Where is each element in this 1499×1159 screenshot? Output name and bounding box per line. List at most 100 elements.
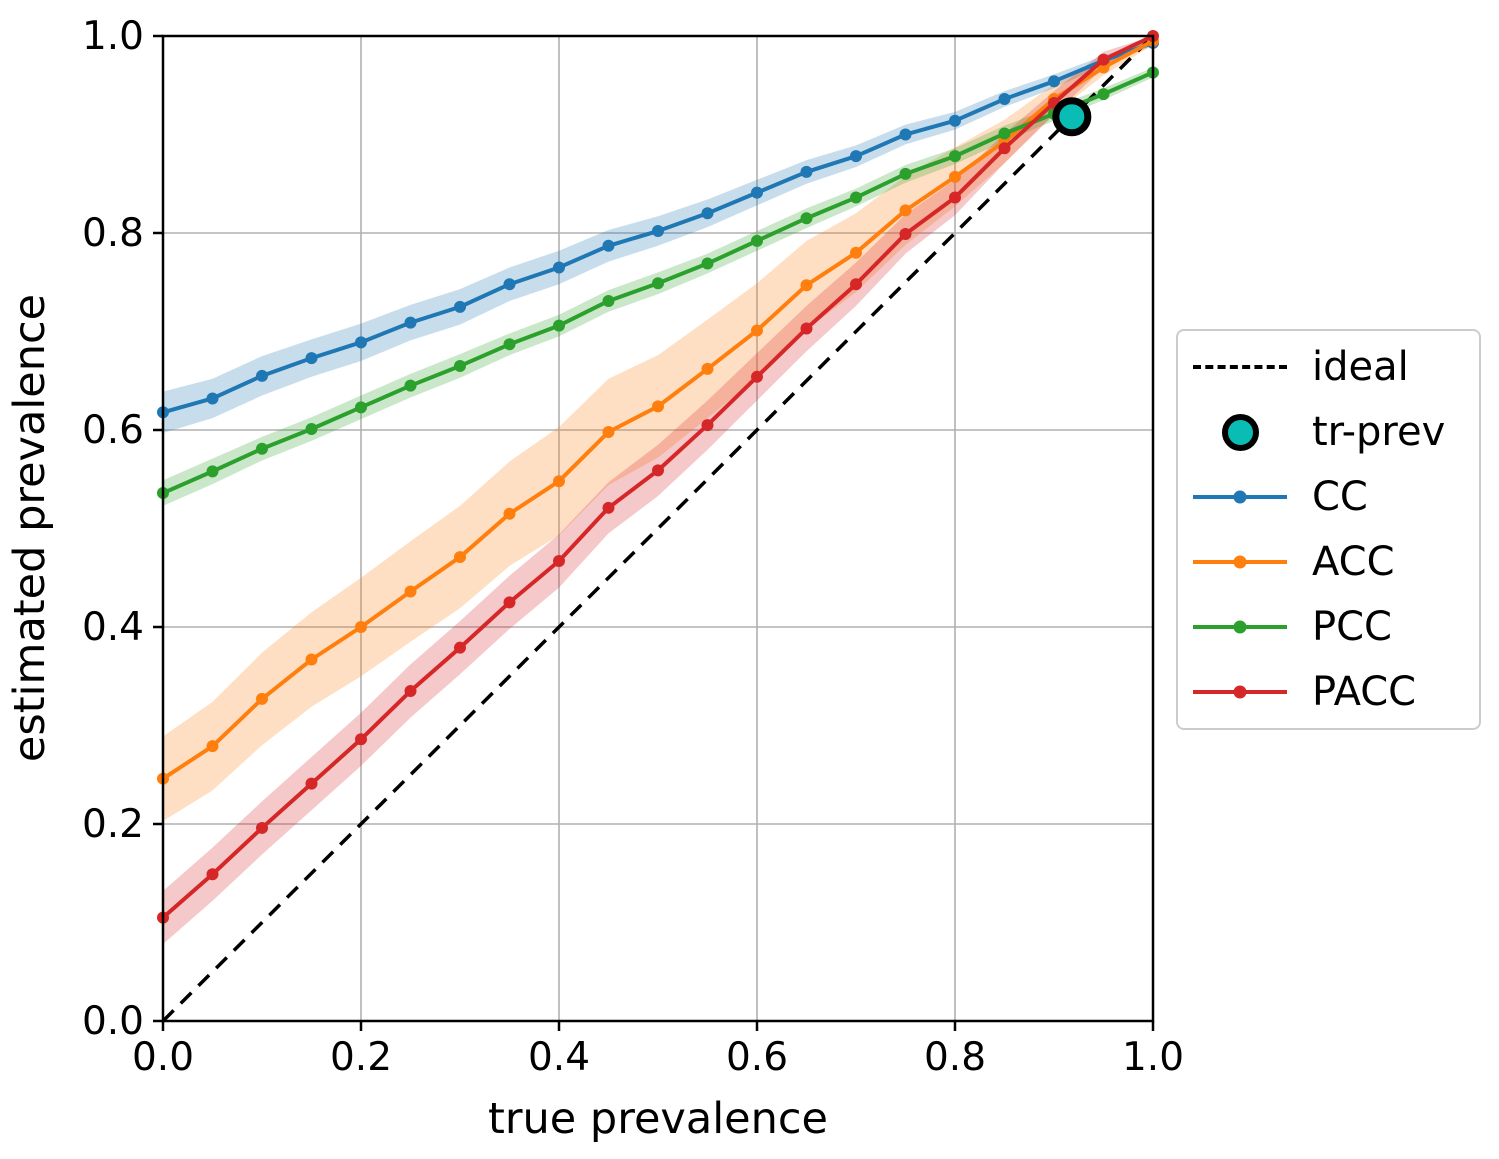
y-tick-label: 0.4: [82, 605, 144, 650]
marker-PCC: [899, 167, 912, 180]
marker-ACC: [454, 551, 466, 564]
marker-ACC: [602, 425, 615, 438]
marker-PCC: [998, 127, 1011, 140]
marker-PACC: [206, 868, 219, 881]
marker-PACC: [256, 821, 268, 834]
marker-CC: [355, 336, 367, 349]
marker-PCC: [553, 319, 565, 332]
line-dot-icon: [1192, 620, 1288, 634]
marker-CC: [850, 150, 862, 163]
x-axis-label: true prevalence: [488, 1094, 828, 1144]
marker-PACC: [454, 641, 466, 654]
marker-PCC: [949, 150, 961, 163]
x-tick-label: 1.0: [1122, 1035, 1184, 1080]
dashed-line-icon: [1192, 365, 1288, 370]
marker-CC: [602, 239, 615, 252]
marker-CC: [404, 316, 417, 329]
marker-ACC: [256, 692, 268, 705]
marker-PCC: [602, 294, 615, 307]
marker-ACC: [305, 653, 318, 666]
marker-ACC: [404, 585, 417, 598]
line-dot-swatch: [1193, 685, 1287, 699]
marker-CC: [1048, 75, 1060, 88]
legend-label: CC: [1312, 474, 1368, 521]
legend-label: ACC: [1312, 538, 1395, 585]
x-tick-label: 0.4: [528, 1035, 590, 1080]
legend-item-PCC: PCC: [1178, 594, 1479, 659]
marker-CC: [652, 225, 664, 238]
marker-PCC: [652, 277, 664, 290]
y-tick-label: 1.0: [82, 14, 144, 59]
marker-PACC: [701, 419, 714, 432]
circle-marker-icon: [1192, 413, 1288, 451]
marker-ACC: [949, 170, 961, 183]
legend-label: PACC: [1312, 668, 1417, 715]
legend-label: PCC: [1312, 603, 1392, 650]
marker-PACC: [602, 501, 615, 514]
marker-PACC: [404, 685, 417, 698]
circle-marker-swatch: [1221, 413, 1259, 451]
marker-PACC: [899, 227, 912, 240]
legend: ideal tr-prev CC ACC PCC PACC: [1176, 329, 1481, 730]
x-tick-label: 0.0: [132, 1035, 194, 1080]
marker-CC: [503, 278, 516, 291]
ideal-line: [161, 34, 1155, 1023]
marker-CC: [305, 352, 318, 365]
line-dot-marker: [1233, 555, 1247, 569]
marker-PCC: [800, 212, 813, 225]
line-dot-icon: [1192, 685, 1288, 699]
marker-ACC: [206, 740, 219, 753]
y-tick-label: 0.8: [82, 211, 144, 256]
marker-CC: [899, 128, 912, 141]
marker-ACC: [850, 246, 862, 259]
dashed-line-swatch: [1193, 365, 1287, 370]
legend-item-PACC: PACC: [1178, 659, 1479, 724]
marker-PACC: [553, 555, 565, 568]
marker-CC: [553, 261, 565, 274]
legend-item-ideal: ideal: [1178, 335, 1479, 400]
marker-CC: [256, 369, 268, 382]
legend-item-CC: CC: [1178, 465, 1479, 530]
legend-item-tr-prev: tr-prev: [1178, 400, 1479, 465]
marker-PACC: [949, 191, 961, 204]
tick-labels: 0.0 0.2 0.4 0.6 0.8 1.0 0.0 0.2 0.4 0.6 0.8 1.0: [82, 14, 1184, 1080]
marker-ACC: [355, 621, 367, 633]
line-dot-swatch: [1193, 490, 1287, 504]
marker-ACC: [800, 279, 813, 292]
marker-PACC: [751, 370, 763, 383]
marker-ACC: [899, 204, 912, 217]
marker-ACC: [553, 475, 565, 488]
marker-CC: [701, 207, 714, 220]
marker-PCC: [256, 442, 268, 455]
y-axis-label: estimated prevalence: [5, 294, 55, 762]
marker-PCC: [850, 191, 862, 204]
line-dot-icon: [1192, 555, 1288, 569]
marker-PCC: [355, 401, 367, 414]
ideal-line-group: [161, 34, 1155, 1023]
marker-PCC: [404, 379, 417, 392]
marker-PACC: [355, 733, 367, 746]
marker-CC: [998, 93, 1011, 106]
marker-PCC: [305, 423, 318, 436]
axes-spines: [161, 34, 1155, 1023]
line-dot-marker: [1233, 620, 1247, 634]
confidence-bands: [163, 36, 1153, 945]
legend-item-ACC: ACC: [1178, 530, 1479, 595]
marker-CC: [800, 165, 813, 178]
line-dot-marker: [1233, 490, 1247, 504]
marker-PACC: [1097, 53, 1110, 66]
marker-PCC: [206, 465, 219, 478]
marker-PACC: [998, 142, 1011, 155]
marker-CC: [949, 114, 961, 127]
marker-CC: [751, 186, 763, 199]
marker-PACC: [503, 596, 516, 609]
tr-prev-marker: [1052, 97, 1092, 137]
legend-label: tr-prev: [1312, 409, 1446, 456]
marker-ACC: [652, 400, 664, 413]
line-dot-swatch: [1193, 620, 1287, 634]
line-dot-marker: [1233, 685, 1247, 699]
marker-PACC: [800, 322, 813, 335]
marker-ACC: [503, 507, 516, 520]
